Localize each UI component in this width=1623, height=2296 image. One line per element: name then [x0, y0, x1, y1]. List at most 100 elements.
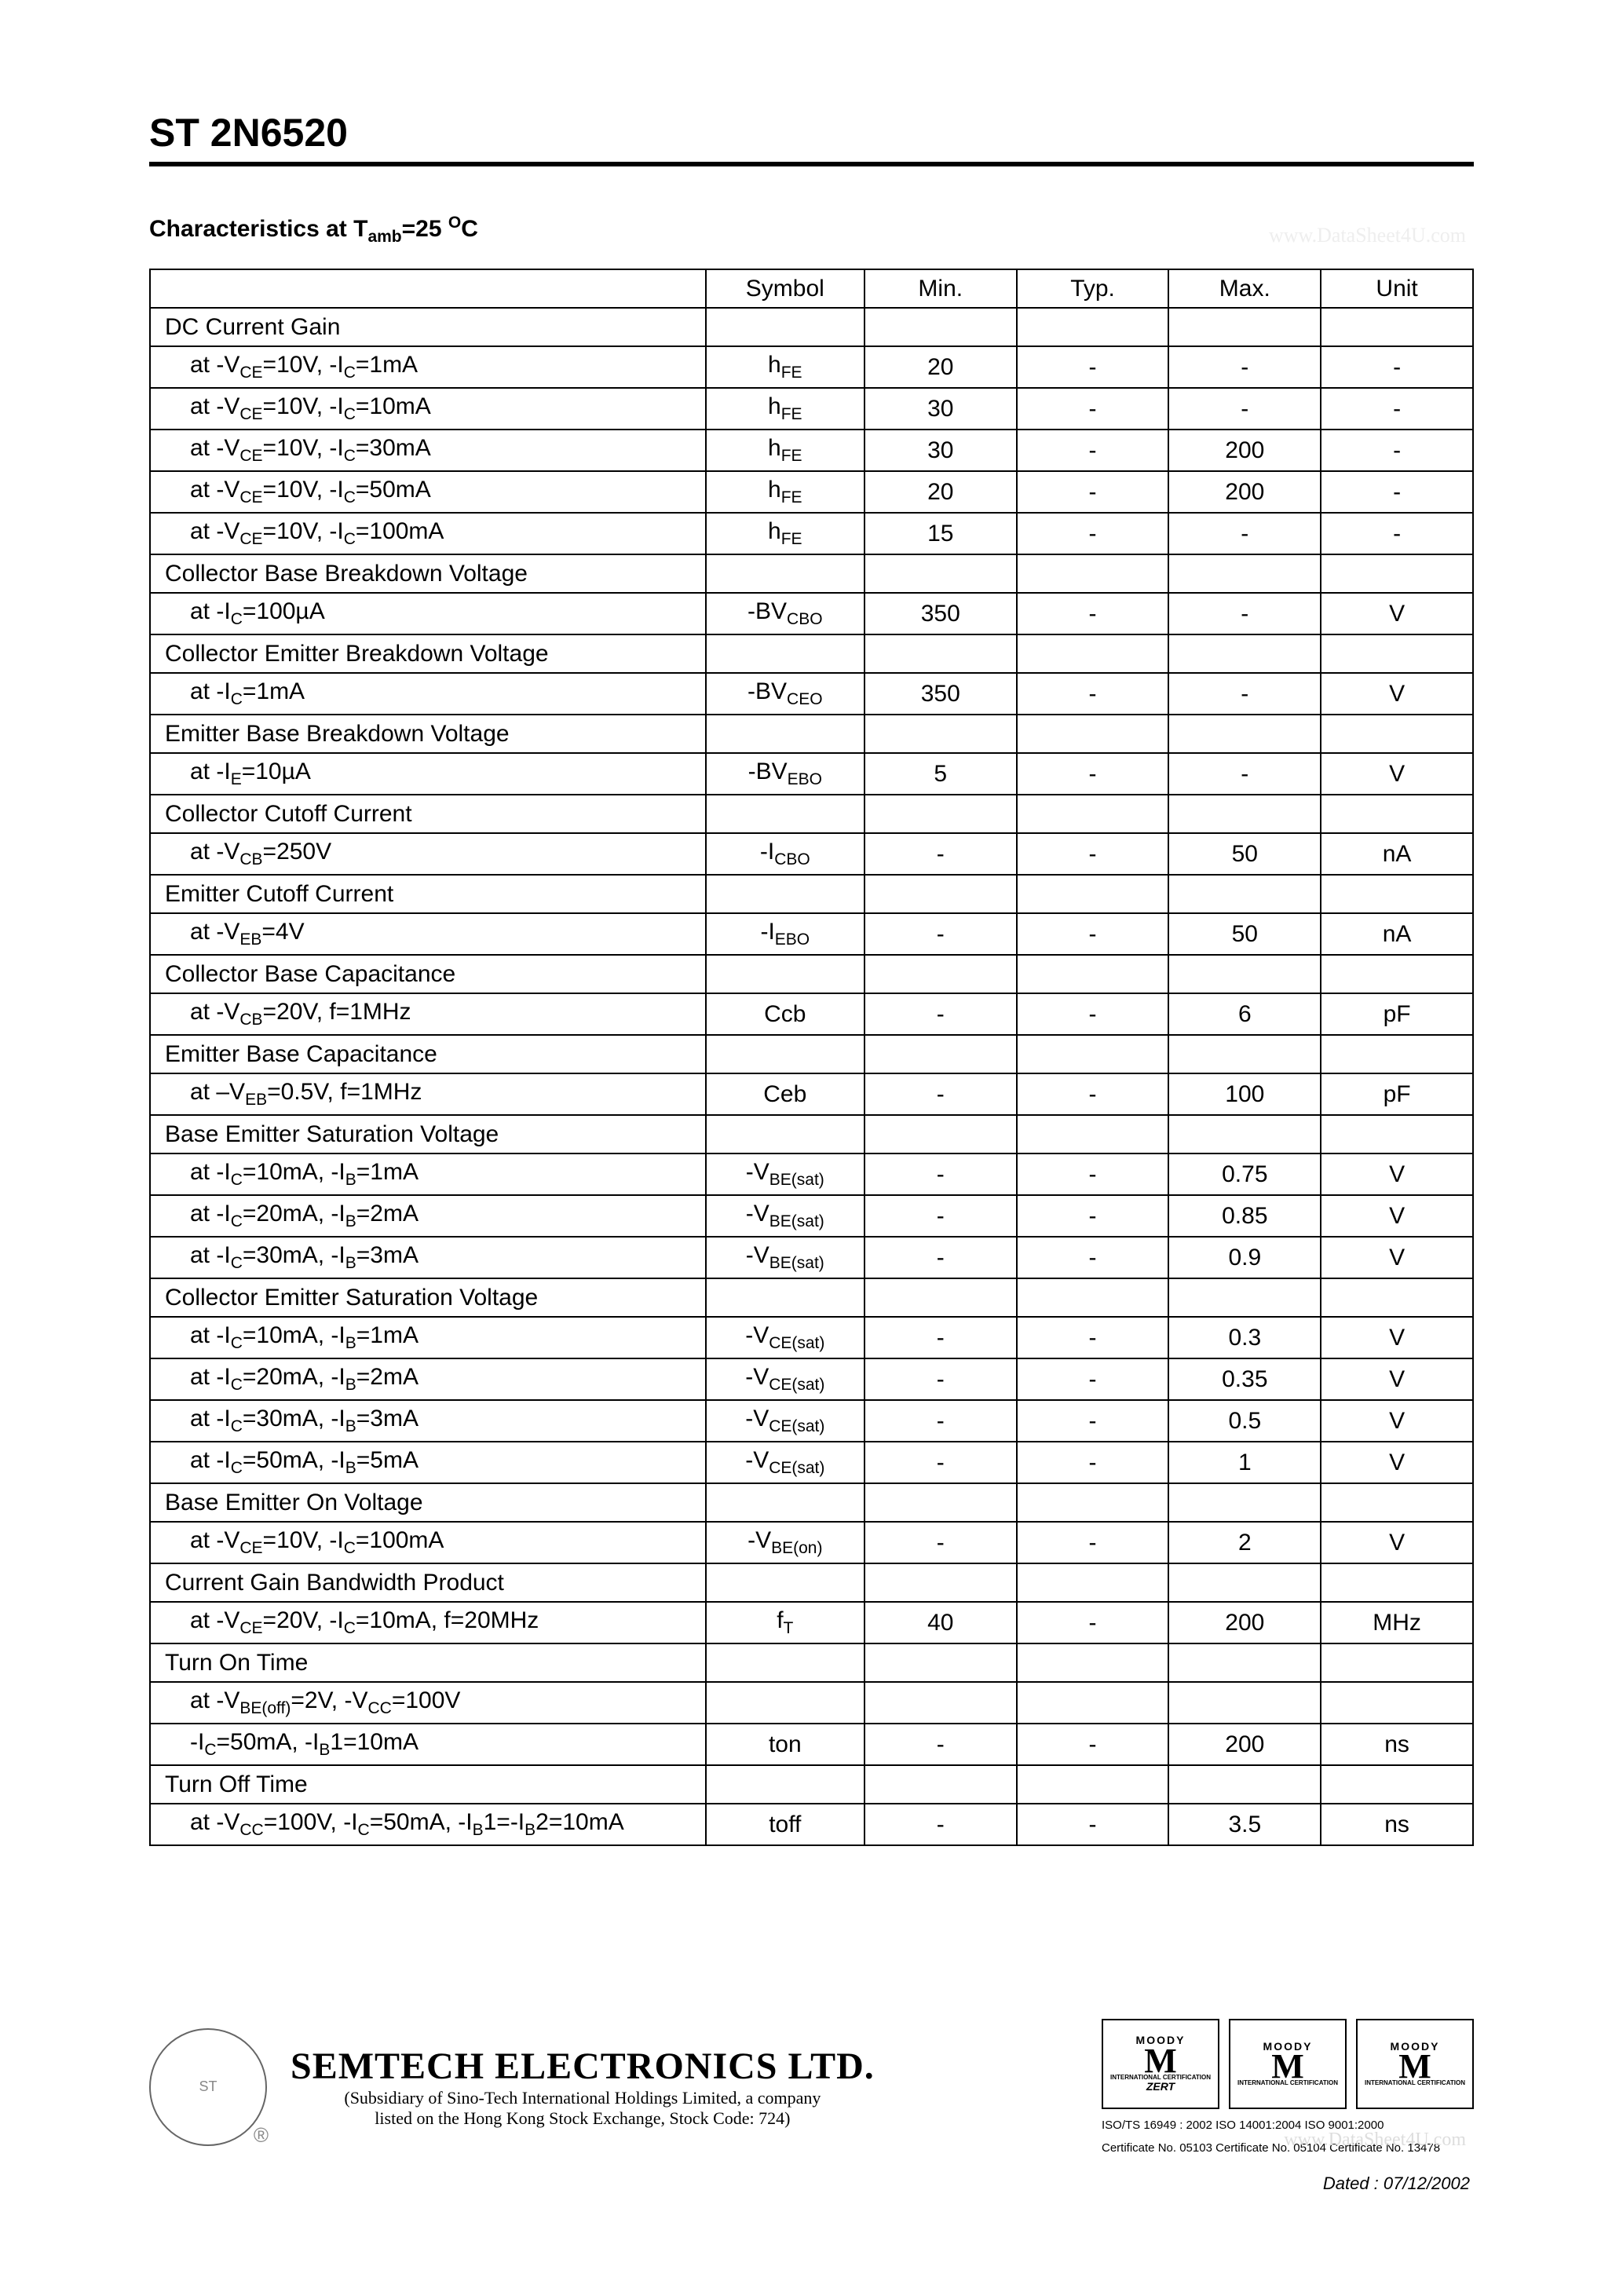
typ-cell: - [1017, 346, 1169, 388]
min-cell: - [865, 1522, 1017, 1563]
param-heading: DC Current Gain [150, 308, 706, 346]
max-cell: 0.35 [1168, 1358, 1321, 1400]
max-cell: - [1168, 513, 1321, 554]
empty-cell [865, 554, 1017, 593]
typ-cell: - [1017, 1237, 1169, 1278]
cert-badge: MOODYMINTERNATIONAL CERTIFICATION [1356, 2019, 1474, 2109]
typ-cell: - [1017, 471, 1169, 513]
symbol-cell: -VCE(sat) [706, 1358, 865, 1400]
empty-cell [706, 1563, 865, 1602]
condition-cell: at -VCE=10V, -IC=1mA [150, 346, 706, 388]
param-heading: Turn Off Time [150, 1765, 706, 1804]
unit-cell: - [1321, 513, 1473, 554]
unit-cell: ns [1321, 1804, 1473, 1845]
param-heading: Current Gain Bandwidth Product [150, 1563, 706, 1602]
table-row: at -VCC=100V, -IC=50mA, -IB1=-IB2=10mAto… [150, 1804, 1473, 1845]
param-heading: Collector Base Capacitance [150, 955, 706, 993]
table-row: at -VCE=10V, -IC=100mA-VBE(on)--2V [150, 1522, 1473, 1563]
condition-cell: at -IC=100µA [150, 593, 706, 634]
empty-cell [1017, 634, 1169, 673]
typ-cell [1017, 1682, 1169, 1724]
unit-cell: V [1321, 1153, 1473, 1195]
unit-cell: - [1321, 388, 1473, 430]
empty-cell [1168, 715, 1321, 753]
empty-cell [1168, 1278, 1321, 1317]
empty-cell [1017, 308, 1169, 346]
min-cell [865, 1682, 1017, 1724]
part-number: ST 2N6520 [149, 110, 1474, 155]
condition-cell: at -VCE=10V, -IC=10mA [150, 388, 706, 430]
condition-cell: at -IC=10mA, -IB=1mA [150, 1153, 706, 1195]
condition-cell: at -IC=20mA, -IB=2mA [150, 1195, 706, 1237]
empty-cell [1321, 955, 1473, 993]
empty-cell [1017, 1278, 1169, 1317]
param-heading: Base Emitter Saturation Voltage [150, 1115, 706, 1153]
empty-cell [865, 1765, 1017, 1804]
table-row: Turn Off Time [150, 1765, 1473, 1804]
max-cell: 100 [1168, 1073, 1321, 1115]
min-cell: 15 [865, 513, 1017, 554]
min-cell: 30 [865, 430, 1017, 471]
empty-cell [1168, 1483, 1321, 1522]
symbol-cell: -IEBO [706, 913, 865, 955]
condition-cell: at -IC=10mA, -IB=1mA [150, 1317, 706, 1358]
condition-cell: at -IC=50mA, -IB=5mA [150, 1442, 706, 1483]
symbol-cell [706, 1682, 865, 1724]
unit-cell: V [1321, 593, 1473, 634]
empty-cell [1017, 795, 1169, 833]
unit-cell: nA [1321, 913, 1473, 955]
typ-cell: - [1017, 513, 1169, 554]
subsidiary-line1: (Subsidiary of Sino-Tech International H… [291, 2088, 875, 2108]
table-row: at -IC=50mA, -IB=5mA-VCE(sat)--1V [150, 1442, 1473, 1483]
empty-cell [706, 1115, 865, 1153]
max-cell: 2 [1168, 1522, 1321, 1563]
max-cell: 0.85 [1168, 1195, 1321, 1237]
condition-cell: at -VCE=20V, -IC=10mA, f=20MHz [150, 1602, 706, 1643]
param-heading: Emitter Base Breakdown Voltage [150, 715, 706, 753]
table-row: at -IC=30mA, -IB=3mA-VCE(sat)--0.5V [150, 1400, 1473, 1442]
table-row: Base Emitter On Voltage [150, 1483, 1473, 1522]
table-row: at -VCB=250V-ICBO--50nA [150, 833, 1473, 875]
empty-cell [1321, 795, 1473, 833]
empty-cell [1321, 1643, 1473, 1682]
empty-cell [706, 875, 865, 913]
col-header: Max. [1168, 269, 1321, 308]
cert-badge: MOODYMINTERNATIONAL CERTIFICATIONZERT [1102, 2019, 1219, 2109]
title-rule [149, 162, 1474, 166]
typ-cell: - [1017, 388, 1169, 430]
typ-cell: - [1017, 1804, 1169, 1845]
col-header: Symbol [706, 269, 865, 308]
typ-cell: - [1017, 1522, 1169, 1563]
condition-cell: at -IC=30mA, -IB=3mA [150, 1400, 706, 1442]
max-cell: - [1168, 388, 1321, 430]
empty-cell [706, 1035, 865, 1073]
max-cell: - [1168, 753, 1321, 795]
min-cell: - [865, 1073, 1017, 1115]
symbol-cell: -BVCBO [706, 593, 865, 634]
max-cell: - [1168, 593, 1321, 634]
min-cell: - [865, 1358, 1017, 1400]
company-name: SEMTECH ELECTRONICS LTD. [291, 2045, 875, 2088]
table-row: Collector Emitter Saturation Voltage [150, 1278, 1473, 1317]
max-cell: - [1168, 673, 1321, 715]
min-cell: - [865, 1153, 1017, 1195]
symbol-cell: Ceb [706, 1073, 865, 1115]
empty-cell [1017, 955, 1169, 993]
min-cell: 30 [865, 388, 1017, 430]
min-cell: - [865, 913, 1017, 955]
typ-cell: - [1017, 833, 1169, 875]
min-cell: 5 [865, 753, 1017, 795]
empty-cell [706, 1278, 865, 1317]
typ-cell: - [1017, 913, 1169, 955]
condition-cell: at -VCB=20V, f=1MHz [150, 993, 706, 1035]
col-header: Min. [865, 269, 1017, 308]
symbol-cell: -BVCEO [706, 673, 865, 715]
col-header: Unit [1321, 269, 1473, 308]
dated: Dated : 07/12/2002 [1323, 2174, 1470, 2194]
condition-cell: at -VCB=250V [150, 833, 706, 875]
unit-cell: pF [1321, 1073, 1473, 1115]
table-row: Current Gain Bandwidth Product [150, 1563, 1473, 1602]
empty-cell [865, 1483, 1017, 1522]
typ-cell: - [1017, 1195, 1169, 1237]
empty-cell [865, 715, 1017, 753]
